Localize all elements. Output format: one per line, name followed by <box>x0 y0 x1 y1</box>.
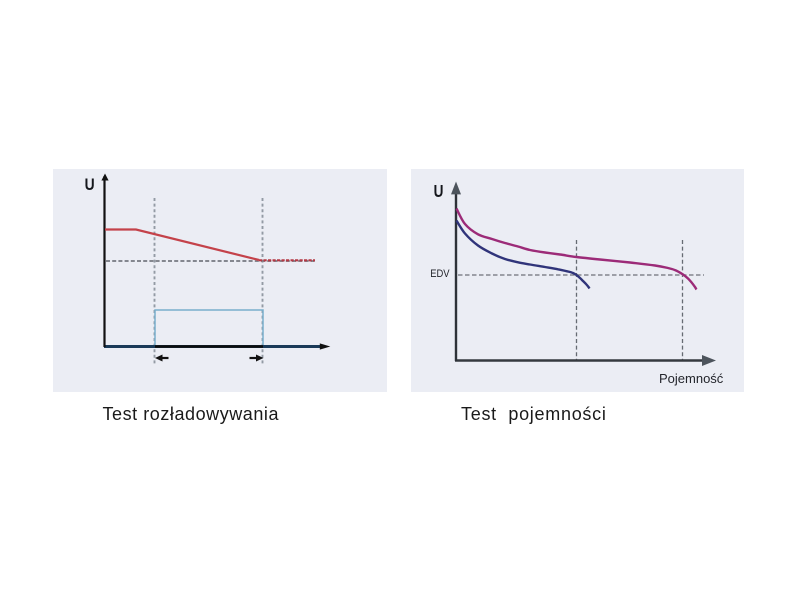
svg-text:Pojemność: Pojemność <box>659 371 724 386</box>
svg-text:U: U <box>434 181 444 201</box>
svg-text:U: U <box>85 176 95 194</box>
svg-text:EDV: EDV <box>430 268 450 280</box>
